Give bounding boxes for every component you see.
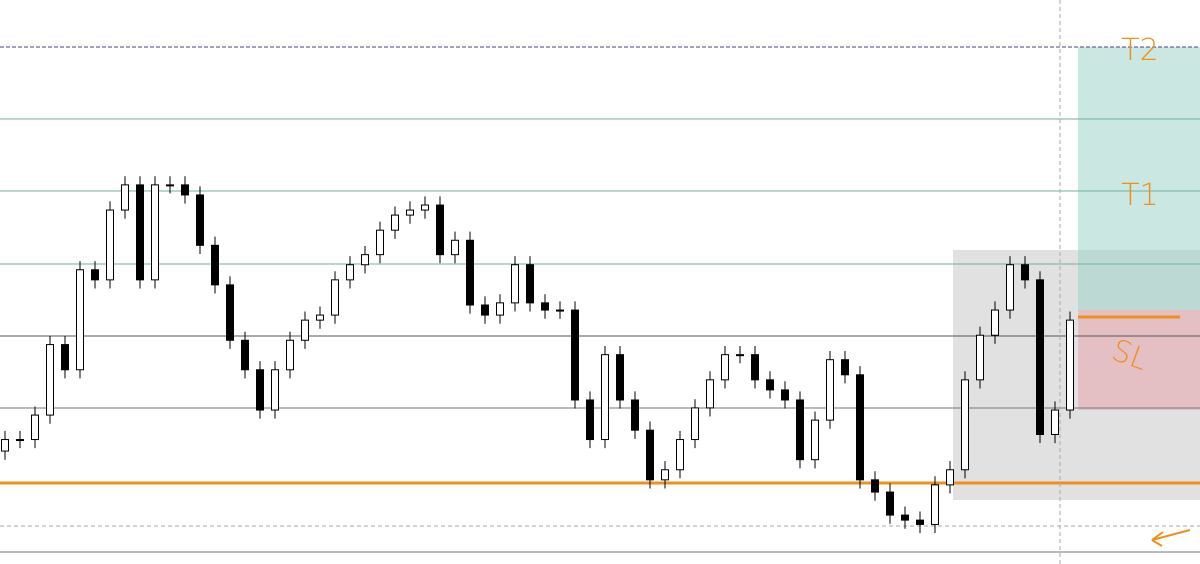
candle-body [766, 379, 774, 391]
candle-body [721, 354, 729, 381]
candle-body [466, 239, 474, 306]
candle-body [271, 369, 279, 411]
candle-body [736, 354, 744, 357]
candle-body [811, 419, 819, 461]
arrow [1151, 529, 1191, 547]
target-1-note: T1 [1121, 178, 1158, 213]
candle-body [136, 184, 144, 281]
candle-body [691, 407, 699, 441]
candle-body [751, 354, 759, 381]
candles [1, 176, 1074, 534]
target-2-note: T2 [1121, 33, 1158, 68]
candle-body [1021, 264, 1029, 281]
candle-body [196, 194, 204, 246]
candle-body [781, 389, 789, 401]
candle-body [361, 254, 369, 266]
candle-body [706, 379, 714, 409]
candle-body [241, 339, 249, 371]
candle-body [181, 184, 189, 196]
candle-body [376, 229, 384, 256]
candle-body [991, 309, 999, 336]
candle-body [931, 484, 939, 525]
candle-body [661, 469, 669, 481]
candle-body [541, 302, 549, 311]
candle-body [841, 359, 849, 376]
candle-body [526, 264, 534, 304]
candle-body [166, 184, 174, 187]
candle-body [151, 184, 159, 281]
candle-body [391, 214, 399, 231]
candle-body [796, 399, 804, 461]
candle-body [121, 184, 129, 211]
candle-body [676, 439, 684, 471]
target-zone [1078, 47, 1200, 310]
candle-body [346, 264, 354, 281]
candle-body [211, 244, 219, 286]
candle-body [46, 344, 54, 416]
candle-body [1051, 409, 1059, 436]
candle-body [331, 279, 339, 316]
candle-body [481, 304, 489, 316]
candle-body [16, 439, 24, 442]
candle-body [286, 339, 294, 371]
candle-body [601, 354, 609, 441]
candle-body [616, 354, 624, 401]
candle-body [31, 414, 39, 441]
candle-body [586, 399, 594, 441]
candle-body [571, 309, 579, 401]
candle-body [631, 399, 639, 431]
candle-body [946, 469, 954, 486]
candle-body [1, 439, 9, 452]
candle-body [871, 479, 879, 493]
candle-body [1006, 264, 1014, 311]
candle-body [511, 264, 519, 304]
candle-body [406, 209, 414, 216]
candle-body [856, 374, 864, 481]
candle-body [316, 314, 324, 321]
candle-body [496, 302, 504, 316]
candle-body [256, 369, 264, 411]
candle-body [916, 519, 924, 525]
candle-body [886, 491, 894, 516]
candle-body [106, 209, 114, 281]
candle-body [961, 379, 969, 471]
candle-body [976, 334, 984, 381]
candle-body [646, 429, 654, 481]
candle-body [421, 204, 429, 211]
candle-body [826, 359, 834, 421]
candle-body [61, 344, 69, 371]
candle-body [1036, 279, 1044, 436]
candle-body [226, 284, 234, 341]
candle-body [301, 319, 309, 341]
candle-body [451, 239, 459, 256]
stop-zone [1078, 310, 1200, 410]
candle-body [1066, 319, 1074, 411]
candle-body [91, 269, 99, 281]
candle-body [436, 204, 444, 256]
candle-body [556, 309, 564, 312]
candle-body [901, 514, 909, 521]
candle-body [76, 269, 84, 371]
